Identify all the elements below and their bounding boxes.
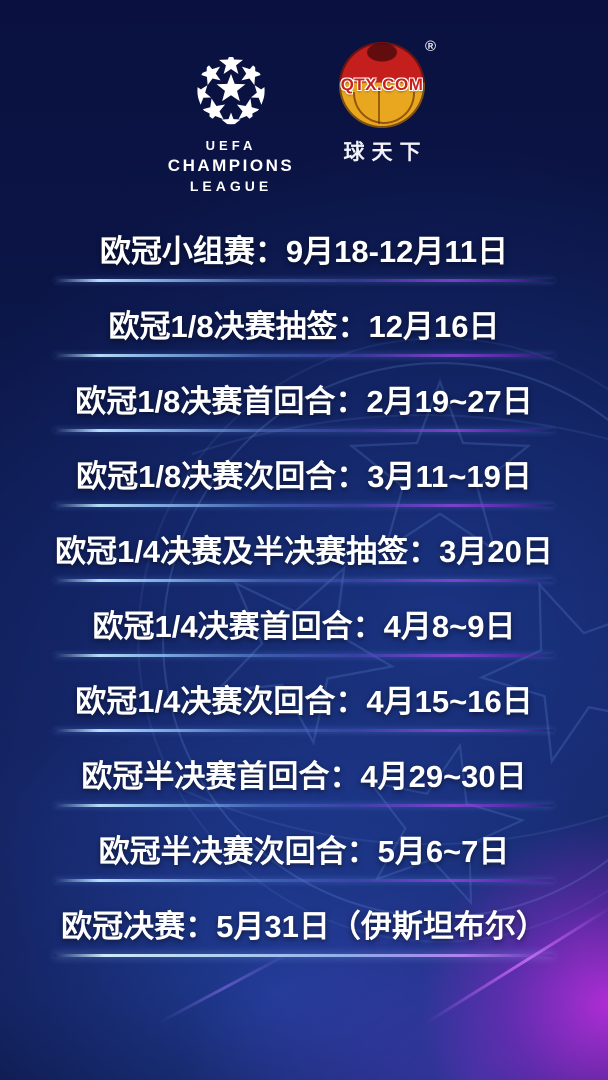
schedule-row-label: 欧冠半决赛次回合：5月6~7日: [98, 834, 510, 870]
schedule-list: 欧冠小组赛：9月18-12月11日 欧冠1/8决赛抽签：12月16日 欧冠1/8…: [0, 207, 608, 957]
ball-seam-decoration: [353, 92, 415, 124]
schedule-row-label: 欧冠1/4决赛及半决赛抽签：3月20日: [55, 534, 553, 570]
schedule-row: 欧冠决赛：5月31日（伊斯坦布尔）: [0, 882, 608, 957]
registered-trademark-icon: ®: [424, 38, 436, 55]
uefa-starball-icon: [197, 57, 265, 125]
qtx-ball-icon: QTX.COM: [339, 42, 425, 128]
schedule-row-label: 欧冠小组赛：9月18-12月11日: [99, 234, 509, 270]
schedule-row: 欧冠1/8决赛抽签：12月16日: [0, 282, 608, 357]
schedule-row-label: 欧冠1/4决赛次回合：4月15~16日: [75, 684, 533, 720]
schedule-row-label: 欧冠半决赛首回合：4月29~30日: [81, 759, 527, 795]
qtx-logo: QTX.COM ® 球天下: [322, 38, 442, 166]
separator-line: [54, 729, 554, 732]
schedule-row: 欧冠1/8决赛首回合：2月19~27日: [0, 357, 608, 432]
league-wordmark: LEAGUE: [189, 178, 273, 194]
uefa-wordmark: UEFA: [205, 138, 257, 153]
separator-line: [54, 954, 554, 957]
schedule-row: 欧冠半决赛首回合：4月29~30日: [0, 732, 608, 807]
logo-header: UEFA CHAMPIONS LEAGUE QTX.COM ® 球天下: [0, 38, 608, 194]
qtx-brand-name: 球天下: [343, 141, 428, 164]
qtx-domain-text: QTX.COM: [340, 75, 424, 94]
schedule-row: 欧冠1/4决赛首回合：4月8~9日: [0, 582, 608, 657]
schedule-row: 欧冠小组赛：9月18-12月11日: [0, 207, 608, 282]
schedule-row-label: 欧冠1/4决赛首回合：4月8~9日: [92, 609, 516, 645]
schedule-row: 欧冠1/4决赛次回合：4月15~16日: [0, 657, 608, 732]
uefa-champions-league-logo: UEFA CHAMPIONS LEAGUE: [166, 52, 296, 194]
separator-line: [54, 354, 554, 357]
ball-seam-decoration: [378, 86, 380, 124]
separator-line: [54, 429, 554, 432]
schedule-row-label: 欧冠决赛：5月31日（伊斯坦布尔）: [61, 909, 547, 945]
separator-line: [54, 279, 554, 282]
separator-line: [54, 804, 554, 807]
separator-line: [54, 654, 554, 657]
schedule-row: 欧冠1/8决赛次回合：3月11~19日: [0, 432, 608, 507]
separator-line: [54, 879, 554, 882]
schedule-row: 欧冠1/4决赛及半决赛抽签：3月20日: [0, 507, 608, 582]
schedule-row: 欧冠半决赛次回合：5月6~7日: [0, 807, 608, 882]
light-streak: [158, 950, 292, 1025]
separator-line: [54, 504, 554, 507]
schedule-row-label: 欧冠1/8决赛次回合：3月11~19日: [76, 459, 532, 495]
separator-line: [54, 579, 554, 582]
schedule-row-label: 欧冠1/8决赛首回合：2月19~27日: [75, 384, 533, 420]
champions-wordmark: CHAMPIONS: [167, 156, 295, 175]
schedule-row-label: 欧冠1/8决赛抽签：12月16日: [108, 309, 500, 345]
